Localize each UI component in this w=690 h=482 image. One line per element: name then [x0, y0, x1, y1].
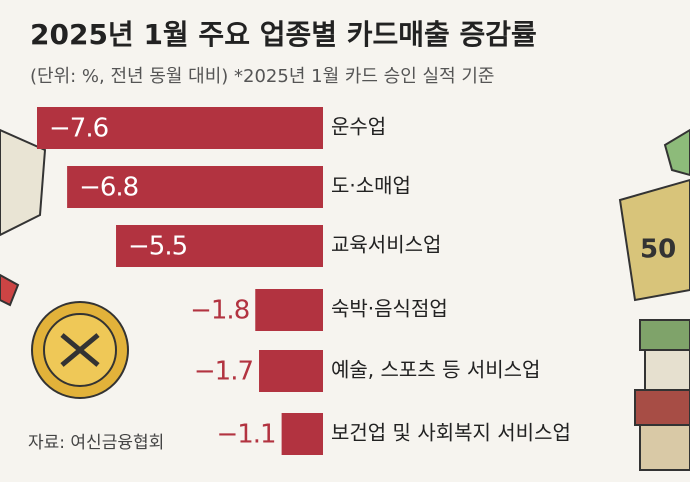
- bar: [116, 225, 324, 267]
- category-label: 운수업: [331, 115, 386, 139]
- value-label: −6.8: [79, 173, 138, 203]
- bar: [255, 289, 323, 331]
- category-label: 교육서비스업: [331, 233, 441, 257]
- value-label: −1.8: [190, 296, 249, 326]
- chart-title: 2025년 1월 주요 업종별 카드매출 증감률: [30, 18, 537, 51]
- bar: [37, 107, 323, 149]
- bar: [67, 166, 324, 208]
- category-label: 숙박·음식점업: [331, 297, 448, 321]
- value-label: −1.7: [194, 357, 253, 387]
- source: 자료: 여신금융협회: [28, 433, 164, 453]
- bar: [281, 413, 323, 455]
- chart-subtitle: (단위: %, 전년 동월 대비) *2025년 1월 카드 승인 실적 기준: [30, 66, 495, 87]
- category-label: 예술, 스포츠 등 서비스업: [331, 358, 540, 382]
- value-label: −5.5: [128, 232, 187, 262]
- category-label: 보건업 및 사회복지 서비스업: [331, 421, 571, 445]
- decoration-text: 50: [640, 235, 676, 265]
- bar: [259, 350, 323, 392]
- decoration: 50: [0, 128, 690, 471]
- value-label: −7.6: [49, 114, 108, 144]
- category-label: 도·소매업: [331, 174, 411, 198]
- value-label: −1.1: [216, 420, 275, 450]
